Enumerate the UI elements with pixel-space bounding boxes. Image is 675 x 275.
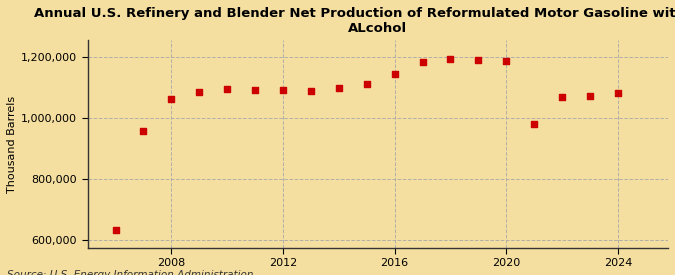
Title: Annual U.S. Refinery and Blender Net Production of Reformulated Motor Gasoline w: Annual U.S. Refinery and Blender Net Pro… bbox=[34, 7, 675, 35]
Point bbox=[445, 56, 456, 61]
Point bbox=[417, 59, 428, 64]
Point bbox=[529, 122, 539, 126]
Point bbox=[250, 88, 261, 92]
Point bbox=[277, 88, 288, 92]
Y-axis label: Thousand Barrels: Thousand Barrels bbox=[7, 95, 17, 192]
Point bbox=[333, 85, 344, 90]
Point bbox=[306, 89, 317, 94]
Point bbox=[389, 72, 400, 76]
Text: Source: U.S. Energy Information Administration: Source: U.S. Energy Information Administ… bbox=[7, 271, 253, 275]
Point bbox=[473, 58, 484, 62]
Point bbox=[138, 129, 149, 133]
Point bbox=[501, 59, 512, 63]
Point bbox=[222, 87, 233, 91]
Point bbox=[361, 82, 372, 86]
Point bbox=[557, 95, 568, 99]
Point bbox=[166, 97, 177, 101]
Point bbox=[585, 94, 595, 98]
Point bbox=[110, 228, 121, 232]
Point bbox=[194, 90, 205, 94]
Point bbox=[612, 91, 623, 95]
